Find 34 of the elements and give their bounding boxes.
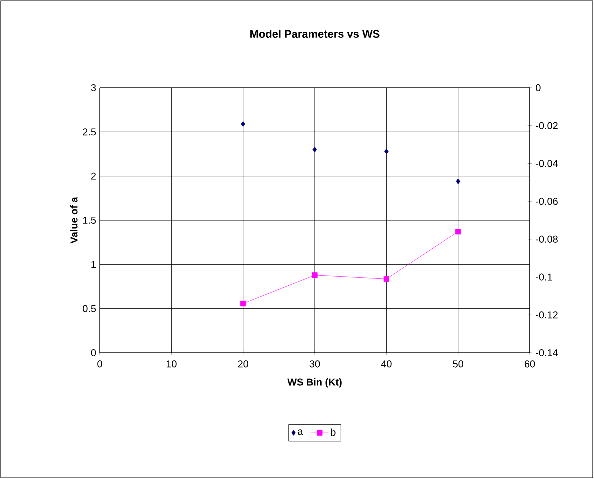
y-tick-label: 2 [91,172,96,180]
x-tick-label: 20 [238,360,248,368]
point [312,147,318,153]
legend-label: b [331,428,336,436]
x-tick-label: 60 [524,360,536,368]
y2-tick-label: 0 [536,84,541,92]
x-tick-label: 30 [310,360,320,368]
point [456,178,460,184]
y-tick-label: 1 [92,261,96,268]
y-tick-label: 2.5 [83,128,96,136]
y-tick-label: 3 [91,84,96,92]
point [384,148,389,154]
y-axis-title: Value of a [70,197,78,244]
y2-tick-label: -0.12 [536,312,558,319]
x-axis-title: WS Bin (Kt) [288,378,342,388]
x-tick-label: 10 [166,360,177,368]
point [240,300,246,307]
y-tick-label: 0.5 [83,305,96,312]
x-tick-label: 40 [381,360,392,368]
point [384,276,390,282]
y2-tick-label: -0.02 [536,122,558,130]
x-tick-label: 50 [453,360,464,368]
y2-tick-label: -0.04 [536,160,558,168]
y-tick-label: 0 [91,349,96,357]
y2-tick-label: -0.1 [536,274,552,281]
y2-tick-label: -0.14 [536,349,558,357]
x-tick-label: 0 [98,360,102,368]
legend-label: a [298,430,304,436]
y2-tick-label: -0.06 [536,198,558,206]
y-tick-label: 1.5 [83,217,96,224]
chart-title: Model Parameters vs WS [250,30,380,38]
point [312,272,318,278]
point [456,229,462,235]
y2-tick-label: -0.08 [536,236,558,243]
